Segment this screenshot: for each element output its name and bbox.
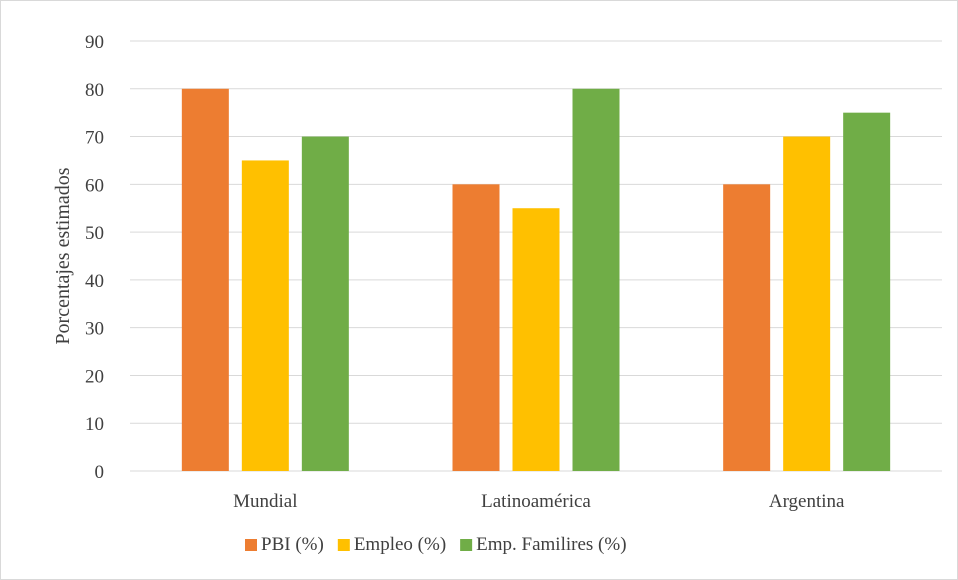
y-tick-label: 10 xyxy=(85,414,104,435)
y-axis-ticks: 0 10 20 30 40 50 60 70 80 90 xyxy=(85,32,104,483)
x-tick-label: Argentina xyxy=(769,491,845,512)
bar-argentina-series-2 xyxy=(783,136,831,472)
y-tick-label: 70 xyxy=(85,128,104,149)
y-tick-label: 30 xyxy=(85,319,104,340)
legend-swatch xyxy=(337,539,350,551)
bar-argentina-series-1 xyxy=(723,184,771,472)
legend: PBI (%) Empleo (%) Emp. Familires (%) xyxy=(245,534,627,555)
bar-mundial-series-3 xyxy=(301,136,349,472)
bar-mundial-series-2 xyxy=(241,160,289,471)
bar-argentina-series-3 xyxy=(843,112,891,472)
legend-swatch xyxy=(245,539,257,551)
x-tick-label: Mundial xyxy=(233,491,297,512)
legend-label: Empleo (%) xyxy=(354,534,446,555)
x-axis-ticks: Mundial Latinoamérica Argentina xyxy=(233,491,845,512)
y-tick-label: 0 xyxy=(95,462,105,483)
bars xyxy=(181,88,891,472)
y-tick-label: 20 xyxy=(85,366,104,387)
x-tick-label: Latinoamérica xyxy=(481,491,591,512)
legend-label: PBI (%) xyxy=(261,534,324,555)
bar-latinoam-rica-series-2 xyxy=(512,208,560,471)
y-tick-label: 90 xyxy=(85,32,104,53)
y-tick-label: 40 xyxy=(85,271,104,292)
y-axis-label: Porcentajes estimados xyxy=(52,167,74,344)
y-tick-label: 80 xyxy=(85,80,104,101)
legend-label: Emp. Familires (%) xyxy=(476,534,626,555)
bar-latinoam-rica-series-1 xyxy=(452,184,500,472)
y-tick-label: 60 xyxy=(85,175,104,196)
bar-mundial-series-1 xyxy=(181,88,229,472)
y-tick-label: 50 xyxy=(85,223,104,244)
legend-swatch xyxy=(460,539,473,551)
bar-latinoam-rica-series-3 xyxy=(572,88,620,472)
